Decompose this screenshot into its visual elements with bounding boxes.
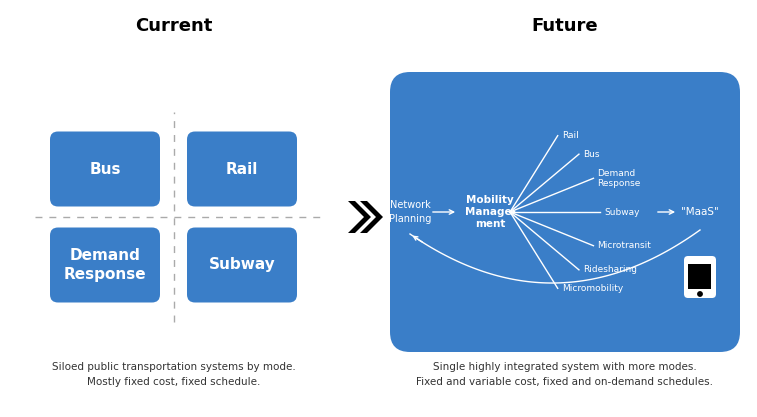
FancyBboxPatch shape — [187, 131, 297, 206]
Polygon shape — [348, 201, 371, 233]
FancyBboxPatch shape — [684, 256, 716, 298]
Text: Micromobility: Micromobility — [562, 284, 623, 293]
Text: Network
Planning: Network Planning — [389, 201, 431, 224]
Text: Subway: Subway — [604, 208, 640, 216]
FancyBboxPatch shape — [390, 72, 740, 352]
Text: Current: Current — [136, 17, 213, 35]
Text: Demand
Response: Demand Response — [597, 168, 641, 188]
Text: Single highly integrated system with more modes.
Fixed and variable cost, fixed : Single highly integrated system with mor… — [416, 362, 714, 387]
Polygon shape — [360, 201, 383, 233]
Text: Siloed public transportation systems by mode.
Mostly fixed cost, fixed schedule.: Siloed public transportation systems by … — [52, 362, 296, 387]
Text: Microtransit: Microtransit — [597, 241, 651, 250]
Text: Ridesharing: Ridesharing — [583, 265, 637, 274]
Text: Bus: Bus — [89, 161, 121, 176]
Bar — [689, 264, 712, 289]
FancyBboxPatch shape — [187, 228, 297, 302]
FancyBboxPatch shape — [50, 228, 160, 302]
Text: Rail: Rail — [562, 131, 578, 140]
Text: Demand
Response: Demand Response — [64, 248, 146, 282]
Text: Rail: Rail — [226, 161, 258, 176]
Text: Bus: Bus — [583, 150, 600, 158]
Text: Future: Future — [531, 17, 598, 35]
Text: "MaaS": "MaaS" — [681, 207, 719, 217]
Text: Subway: Subway — [209, 258, 276, 272]
Text: Mobility
Manage-
ment: Mobility Manage- ment — [465, 195, 516, 229]
Circle shape — [698, 292, 702, 296]
FancyBboxPatch shape — [50, 131, 160, 206]
